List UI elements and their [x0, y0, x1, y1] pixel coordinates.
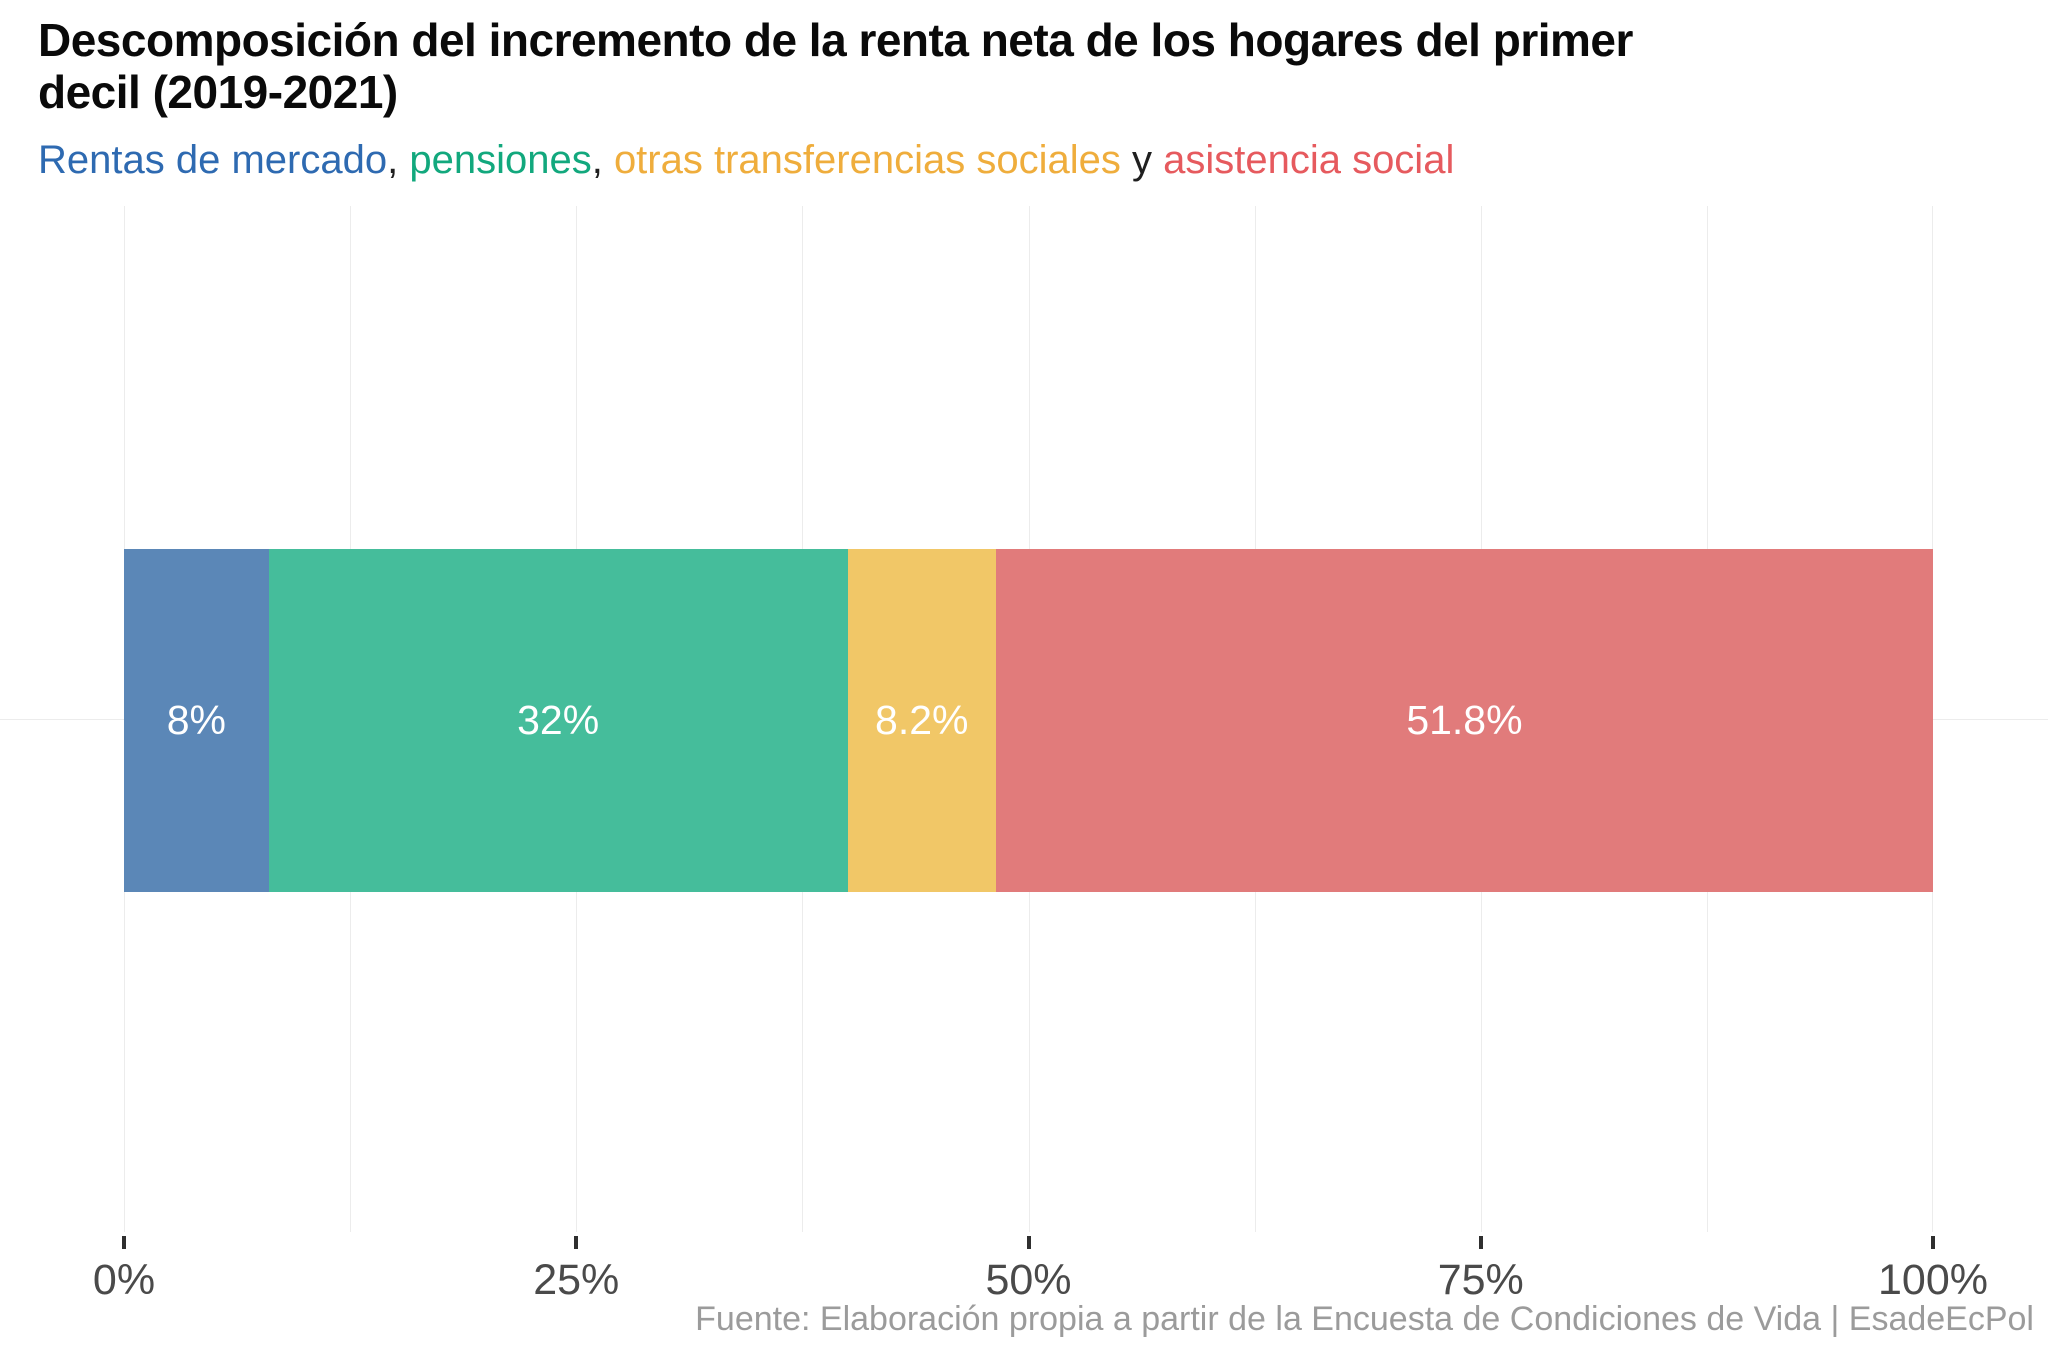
- axis-tick-mark-100: [1931, 1236, 1935, 1249]
- chart-title-line-2: decil (2019-2021): [38, 66, 398, 119]
- axis-tick-label-25: 25%: [533, 1256, 620, 1304]
- legend-label-otras-transferencias: otras transferencias sociales: [613, 138, 1121, 182]
- bar-segment-asistencia-social[interactable]: 51.8%: [995, 549, 1933, 892]
- bar-segment-pensiones[interactable]: 32%: [268, 549, 848, 892]
- chart-title-line-1: Descomposición del incremento de la rent…: [38, 14, 1633, 66]
- stacked-bar: 8% 32% 8.2% 51.8%: [124, 549, 1933, 892]
- axis-tick-mark-25: [574, 1236, 579, 1249]
- bar-segment-rentas-de-mercado[interactable]: 8%: [124, 549, 269, 892]
- bar-segment-label-asistencia: 51.8%: [1406, 697, 1523, 743]
- legend-label-rentas-de-mercado: Rentas de mercado: [38, 138, 388, 182]
- axis-tick-mark-0: [122, 1236, 126, 1249]
- bar-segment-label-otras: 8.2%: [875, 697, 969, 743]
- legend-label-asistencia-social: asistencia social: [1163, 138, 1455, 182]
- chart-subtitle-legend: Rentas de mercado, pensiones, otras tran…: [38, 136, 1454, 184]
- bar-segment-otras-transferencias[interactable]: 8.2%: [847, 549, 996, 892]
- bar-segment-label-rentas: 8%: [166, 697, 226, 743]
- legend-separator-comma-1: ,: [387, 138, 410, 182]
- plot-area: 8% 32% 8.2% 51.8% 0% 25% 50% 75% 100%: [93, 206, 1988, 1304]
- axis-tick-label-100: 100%: [1878, 1256, 1988, 1304]
- axis-tick-label-75: 75%: [1437, 1256, 1524, 1304]
- legend-separator-y: y: [1120, 138, 1164, 182]
- axis-tick-mark-50: [1026, 1236, 1031, 1249]
- axis-tick-mark-75: [1478, 1236, 1483, 1249]
- legend-separator-comma-2: ,: [591, 138, 614, 182]
- chart-title: Descomposición del incremento de la rent…: [38, 14, 1633, 119]
- source-caption: Fuente: Elaboración propia a partir de l…: [695, 1300, 2034, 1338]
- legend-label-pensiones: pensiones: [409, 138, 592, 182]
- bar-segment-label-pensiones: 32%: [517, 697, 600, 743]
- axis-tick-label-0: 0%: [92, 1256, 156, 1304]
- axis-tick-label-50: 50%: [985, 1256, 1072, 1304]
